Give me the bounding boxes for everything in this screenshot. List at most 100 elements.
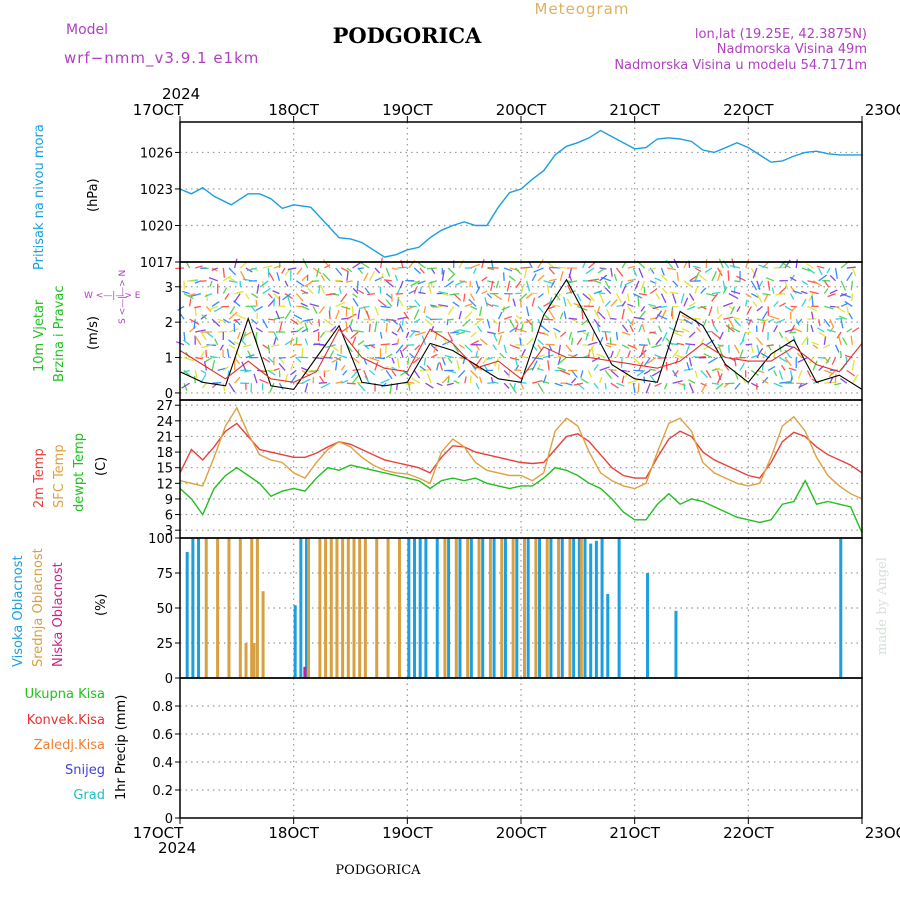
wind-arrow bbox=[233, 318, 241, 322]
cloud-high-bar bbox=[600, 538, 604, 678]
panel-side-labels: Pritisak na nivou mora (hPa) 10m Vjetar … bbox=[11, 124, 141, 803]
cloud-high-bar bbox=[606, 594, 610, 678]
wind-arrow bbox=[806, 370, 812, 378]
wind-arrow bbox=[182, 290, 190, 295]
wind-arrow bbox=[762, 376, 769, 384]
wind-arrow bbox=[267, 267, 270, 278]
wind-arrow bbox=[827, 292, 836, 298]
wind-arrow bbox=[801, 335, 809, 346]
wind-arrow bbox=[352, 329, 364, 333]
wind-arrow bbox=[681, 314, 690, 320]
wind-arrow bbox=[233, 300, 241, 307]
wind-arrow bbox=[835, 317, 843, 320]
wind-arrow bbox=[219, 344, 224, 351]
wind-arrow bbox=[718, 258, 724, 269]
wind-arrow bbox=[722, 302, 734, 308]
wind-arrow bbox=[267, 369, 276, 376]
wind-arrow bbox=[212, 381, 222, 384]
wind-arrow bbox=[645, 382, 651, 394]
wind-arrow bbox=[549, 303, 561, 308]
wind-arrow bbox=[351, 336, 357, 346]
cloud-high-bar bbox=[589, 543, 593, 678]
wind-arrow bbox=[537, 344, 542, 351]
wind-arrow bbox=[446, 382, 454, 386]
wind-arrow bbox=[497, 364, 500, 371]
wind-arrow bbox=[228, 339, 235, 346]
precip-ytick-label: 0.2 bbox=[152, 784, 173, 799]
wind-arrow bbox=[801, 280, 809, 286]
wind-arrow bbox=[329, 350, 335, 358]
wind-arrow bbox=[846, 271, 853, 282]
wind-arrow bbox=[767, 280, 771, 291]
wind-arrow bbox=[514, 357, 518, 366]
wind-arrow bbox=[634, 280, 640, 290]
wind-arrow bbox=[640, 280, 646, 291]
wind-arrow bbox=[211, 359, 216, 371]
wind-arrow bbox=[688, 331, 696, 339]
wind-arrow bbox=[654, 280, 657, 288]
wind-arrow bbox=[453, 344, 460, 353]
wind-arrow bbox=[615, 348, 621, 358]
wind-arrow bbox=[456, 360, 460, 371]
wind-arrow bbox=[509, 318, 515, 328]
wind-arrow bbox=[470, 263, 481, 269]
wind-arrow bbox=[846, 266, 856, 269]
wind-arrow bbox=[322, 369, 331, 373]
wind-arrow bbox=[735, 356, 746, 359]
cloud-high-bar bbox=[538, 538, 542, 678]
wind-arrow bbox=[591, 331, 595, 342]
wind-arrow bbox=[445, 280, 454, 288]
wind-arrow bbox=[268, 318, 276, 321]
wind-arrow bbox=[205, 305, 212, 312]
cloud-high-label: Visoka Oblacnost bbox=[11, 555, 26, 667]
wind-arrow bbox=[666, 267, 677, 271]
wind-arrow bbox=[470, 305, 478, 310]
wind-arrow bbox=[654, 354, 662, 359]
cloud-high-bar bbox=[577, 538, 581, 678]
cloud-high-bar bbox=[305, 538, 309, 678]
wind-arrow bbox=[430, 344, 439, 352]
wind-arrow bbox=[851, 293, 854, 301]
wind-arrow bbox=[852, 327, 860, 333]
wind-arrow bbox=[817, 327, 825, 333]
wind-arrow bbox=[850, 280, 854, 291]
wind-arrow bbox=[282, 293, 292, 301]
temp-unit: (C) bbox=[94, 457, 109, 476]
wind-arrow bbox=[851, 374, 859, 384]
wind-arrow bbox=[276, 272, 281, 281]
wind-arrow bbox=[789, 276, 797, 282]
wind-arrow bbox=[479, 306, 483, 317]
wind-arrow bbox=[806, 263, 814, 269]
wind-arrow bbox=[745, 293, 752, 299]
wind-arrow bbox=[752, 267, 758, 279]
precip-legend-frz: Zaledj.Kisa bbox=[34, 738, 105, 753]
wind-arrow bbox=[438, 361, 443, 371]
wind-arrow bbox=[324, 264, 331, 269]
wind-arrow bbox=[767, 365, 776, 371]
wind-arrow bbox=[368, 318, 376, 321]
wind-arrow bbox=[839, 292, 847, 297]
temperature-ytick-label: 3 bbox=[165, 524, 173, 539]
wind-arrow bbox=[318, 306, 325, 314]
cloud-high-bar bbox=[572, 538, 576, 678]
wind-arrow bbox=[273, 331, 279, 341]
wind-arrow bbox=[442, 292, 449, 297]
wind-arrow bbox=[778, 287, 787, 295]
wind-arrow bbox=[593, 280, 602, 284]
wind-arrow bbox=[341, 305, 351, 310]
wind-arrow bbox=[520, 382, 525, 390]
cloud-mid-bar bbox=[534, 538, 538, 678]
wind-arrow bbox=[368, 270, 376, 282]
wind-arrow bbox=[319, 331, 325, 339]
wind-arrow bbox=[492, 293, 503, 301]
wind-arrow bbox=[470, 331, 477, 338]
wind-arrow bbox=[543, 331, 550, 337]
cloud-mid-bar bbox=[255, 538, 259, 678]
wind-arrow bbox=[520, 283, 525, 294]
wind-arrow bbox=[426, 267, 437, 270]
wind-arrow bbox=[447, 273, 455, 282]
wind-arrow bbox=[666, 344, 672, 352]
wind-arrow bbox=[369, 356, 380, 362]
cloud-mid-bar bbox=[477, 538, 481, 678]
wind-arrow bbox=[840, 280, 847, 291]
